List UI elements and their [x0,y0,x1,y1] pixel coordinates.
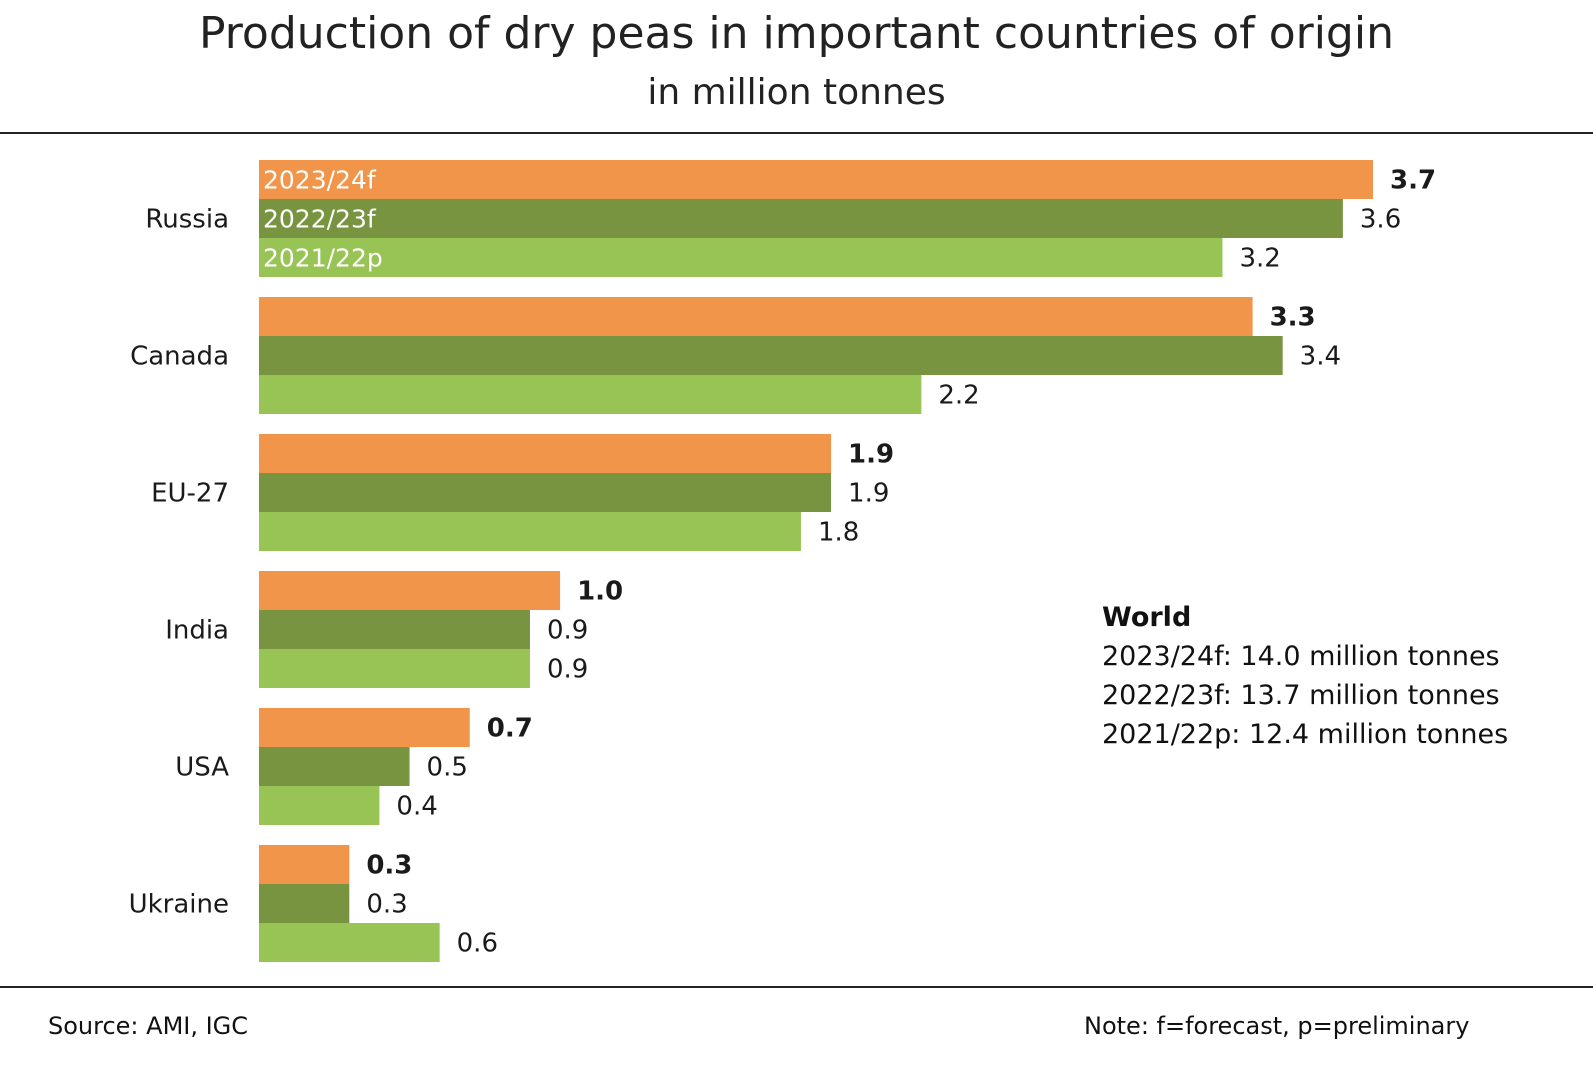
chart-title: Production of dry peas in important coun… [199,8,1394,59]
world-line-2023: 2023/24f: 14.0 million tonnes [1102,641,1500,672]
value-label-russia-2: 3.2 [1239,244,1280,274]
value-label-india-2: 0.9 [547,655,588,685]
value-label-eu-27-1: 1.9 [848,479,889,509]
bar-russia-2 [259,238,1223,277]
value-label-canada-2: 2.2 [938,381,979,411]
bar-canada-1 [259,336,1283,375]
top-rule [0,132,1593,134]
category-label-india: India [165,616,229,646]
world-line-2021: 2021/22p: 12.4 million tonnes [1102,719,1509,750]
bar-eu-27-0 [259,434,832,473]
bar-russia-1 [259,199,1343,238]
category-label-eu-27: EU-27 [151,479,229,509]
bar-usa-0 [259,708,470,747]
bar-india-1 [259,610,530,649]
value-label-eu-27-0: 1.9 [848,440,894,470]
world-summary: World 2023/24f: 14.0 million tonnes 2022… [1102,598,1508,754]
value-label-india-1: 0.9 [547,616,588,646]
bar-usa-1 [259,747,410,786]
category-label-usa: USA [175,753,229,783]
bar-ukraine-2 [259,923,440,962]
value-label-russia-0: 3.7 [1390,166,1436,196]
bar-eu-27-2 [259,512,801,551]
bar-india-2 [259,649,530,688]
bar-eu-27-1 [259,473,832,512]
value-label-usa-0: 0.7 [487,714,533,744]
value-label-russia-1: 3.6 [1360,205,1401,235]
bar-usa-2 [259,786,380,825]
series-label-2: 2021/22p [263,244,383,273]
value-label-ukraine-2: 0.6 [457,929,498,959]
value-label-eu-27-2: 1.8 [818,518,859,548]
value-label-usa-2: 0.4 [396,792,437,822]
category-label-canada: Canada [130,342,229,372]
value-label-canada-1: 3.4 [1300,342,1341,372]
series-label-1: 2022/23f [263,205,377,234]
bar-ukraine-1 [259,884,350,923]
bottom-rule [0,986,1593,988]
world-title: World [1102,602,1192,633]
chart-subtitle: in million tonnes [647,72,946,113]
category-label-russia: Russia [145,205,229,235]
footnote: Note: f=forecast, p=preliminary [1084,1012,1470,1040]
category-label-ukraine: Ukraine [129,890,229,920]
value-label-ukraine-1: 0.3 [366,890,407,920]
value-label-india-0: 1.0 [577,577,623,607]
bar-india-0 [259,571,561,610]
value-label-usa-1: 0.5 [427,753,468,783]
value-label-ukraine-0: 0.3 [366,851,412,881]
bar-russia-0 [259,160,1373,199]
series-label-0: 2023/24f [263,166,377,195]
bar-ukraine-0 [259,845,350,884]
value-label-canada-0: 3.3 [1270,303,1316,333]
bar-canada-2 [259,375,922,414]
source-note: Source: AMI, IGC [48,1012,249,1040]
world-line-2022: 2022/23f: 13.7 million tonnes [1102,680,1500,711]
bar-canada-0 [259,297,1253,336]
